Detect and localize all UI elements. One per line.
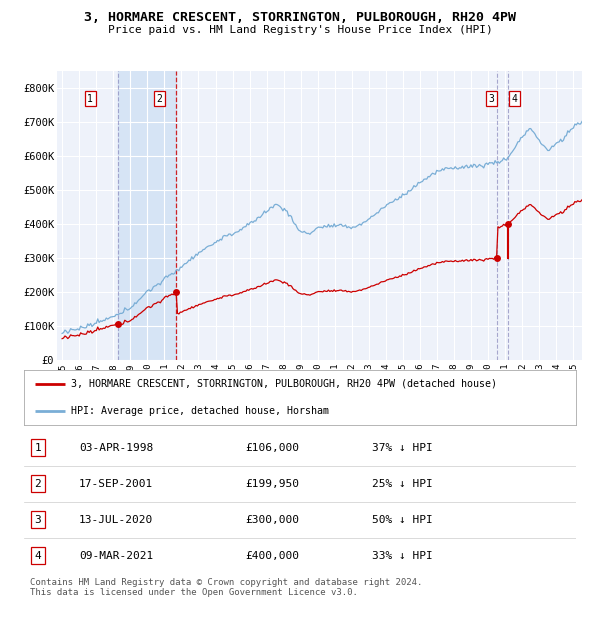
Text: 17-SEP-2001: 17-SEP-2001	[79, 479, 154, 489]
Text: 09-MAR-2021: 09-MAR-2021	[79, 551, 154, 560]
Text: 3, HORMARE CRESCENT, STORRINGTON, PULBOROUGH, RH20 4PW: 3, HORMARE CRESCENT, STORRINGTON, PULBOR…	[84, 11, 516, 24]
Text: 25% ↓ HPI: 25% ↓ HPI	[372, 479, 433, 489]
Text: 2: 2	[34, 479, 41, 489]
Text: £106,000: £106,000	[245, 443, 299, 453]
Text: 2: 2	[157, 94, 163, 104]
Text: 3: 3	[34, 515, 41, 525]
Text: 4: 4	[34, 551, 41, 560]
Bar	[118, 71, 176, 360]
Text: £400,000: £400,000	[245, 551, 299, 560]
Text: Contains HM Land Registry data © Crown copyright and database right 2024.
This d: Contains HM Land Registry data © Crown c…	[30, 578, 422, 597]
Text: 3, HORMARE CRESCENT, STORRINGTON, PULBOROUGH, RH20 4PW (detached house): 3, HORMARE CRESCENT, STORRINGTON, PULBOR…	[71, 379, 497, 389]
Text: 33% ↓ HPI: 33% ↓ HPI	[372, 551, 433, 560]
Text: 3: 3	[488, 94, 494, 104]
Text: 1: 1	[88, 94, 93, 104]
Text: 50% ↓ HPI: 50% ↓ HPI	[372, 515, 433, 525]
Text: HPI: Average price, detached house, Horsham: HPI: Average price, detached house, Hors…	[71, 406, 329, 416]
Text: 4: 4	[511, 94, 517, 104]
Text: £300,000: £300,000	[245, 515, 299, 525]
Text: Price paid vs. HM Land Registry's House Price Index (HPI): Price paid vs. HM Land Registry's House …	[107, 25, 493, 35]
Text: 13-JUL-2020: 13-JUL-2020	[79, 515, 154, 525]
Text: 37% ↓ HPI: 37% ↓ HPI	[372, 443, 433, 453]
Text: 03-APR-1998: 03-APR-1998	[79, 443, 154, 453]
Text: 1: 1	[34, 443, 41, 453]
Text: £199,950: £199,950	[245, 479, 299, 489]
